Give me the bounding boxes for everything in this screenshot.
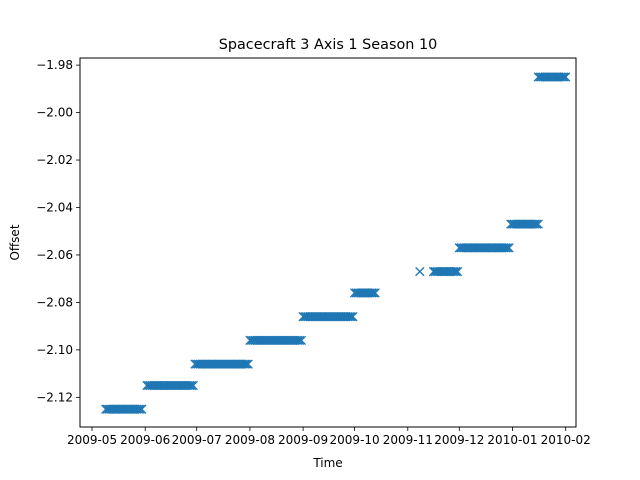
data-point <box>243 359 253 369</box>
x-tick-label: 2009-10 <box>330 433 380 447</box>
y-tick-label: −2.04 <box>36 200 73 214</box>
data-point <box>293 335 303 346</box>
data-point <box>240 359 250 369</box>
x-tick-label: 2009-11 <box>383 433 433 447</box>
data-point <box>559 72 569 82</box>
y-tick-label: −2.00 <box>36 106 73 120</box>
x-axis-ticks: 2009-05 2009-06 2009-07 2009-08 2009-09 2009-… <box>67 427 591 447</box>
data-point <box>133 404 144 414</box>
x-tick-label: 2009-06 <box>120 433 170 447</box>
plot-frame <box>79 57 577 428</box>
data-point <box>452 266 463 277</box>
data-point <box>185 380 195 391</box>
data-point <box>451 266 461 277</box>
x-tick-label: 2009-09 <box>278 433 328 447</box>
data-point <box>557 72 567 82</box>
data-point <box>241 359 252 369</box>
y-axis-ticks: −1.98 −2.00 −2.02 −2.04 −2.06 −2.08 −2.10 −2.12 <box>36 58 80 404</box>
data-point <box>344 311 355 322</box>
x-tick-label: 2009-07 <box>172 433 222 447</box>
data-point <box>186 380 197 391</box>
data-point <box>502 243 513 253</box>
data-point <box>533 219 543 229</box>
data-point <box>346 311 356 322</box>
data-points <box>101 72 571 414</box>
x-tick-label: 2009-05 <box>67 433 117 447</box>
y-tick-label: −2.06 <box>36 248 73 262</box>
y-tick-label: −2.02 <box>36 153 73 167</box>
data-point <box>367 288 377 298</box>
y-axis-label: Offset <box>8 224 22 260</box>
x-tick-label: 2009-08 <box>225 433 275 447</box>
data-point <box>504 243 514 253</box>
y-tick-label: −2.08 <box>36 295 73 309</box>
y-tick-label: −2.10 <box>36 343 73 357</box>
data-point <box>415 266 425 277</box>
y-tick-label: −1.98 <box>36 58 73 72</box>
data-point <box>531 219 542 229</box>
data-point <box>370 288 380 298</box>
x-tick-label: 2009-12 <box>434 433 484 447</box>
data-point <box>295 335 305 346</box>
data-point <box>449 266 459 277</box>
data-point <box>348 311 358 322</box>
x-tick-label: 2010-02 <box>541 433 591 447</box>
data-point <box>500 243 511 253</box>
data-point <box>188 380 198 391</box>
data-point <box>530 219 540 229</box>
data-point <box>561 72 571 82</box>
data-point <box>368 288 379 298</box>
chart-title: Spacecraft 3 Axis 1 Season 10 <box>219 37 438 53</box>
data-point <box>296 335 307 346</box>
y-tick-label: −2.12 <box>36 390 73 404</box>
data-point <box>137 404 147 414</box>
x-tick-label: 2010-01 <box>487 433 537 447</box>
data-point <box>135 404 145 414</box>
x-axis-label: Time <box>312 456 342 470</box>
